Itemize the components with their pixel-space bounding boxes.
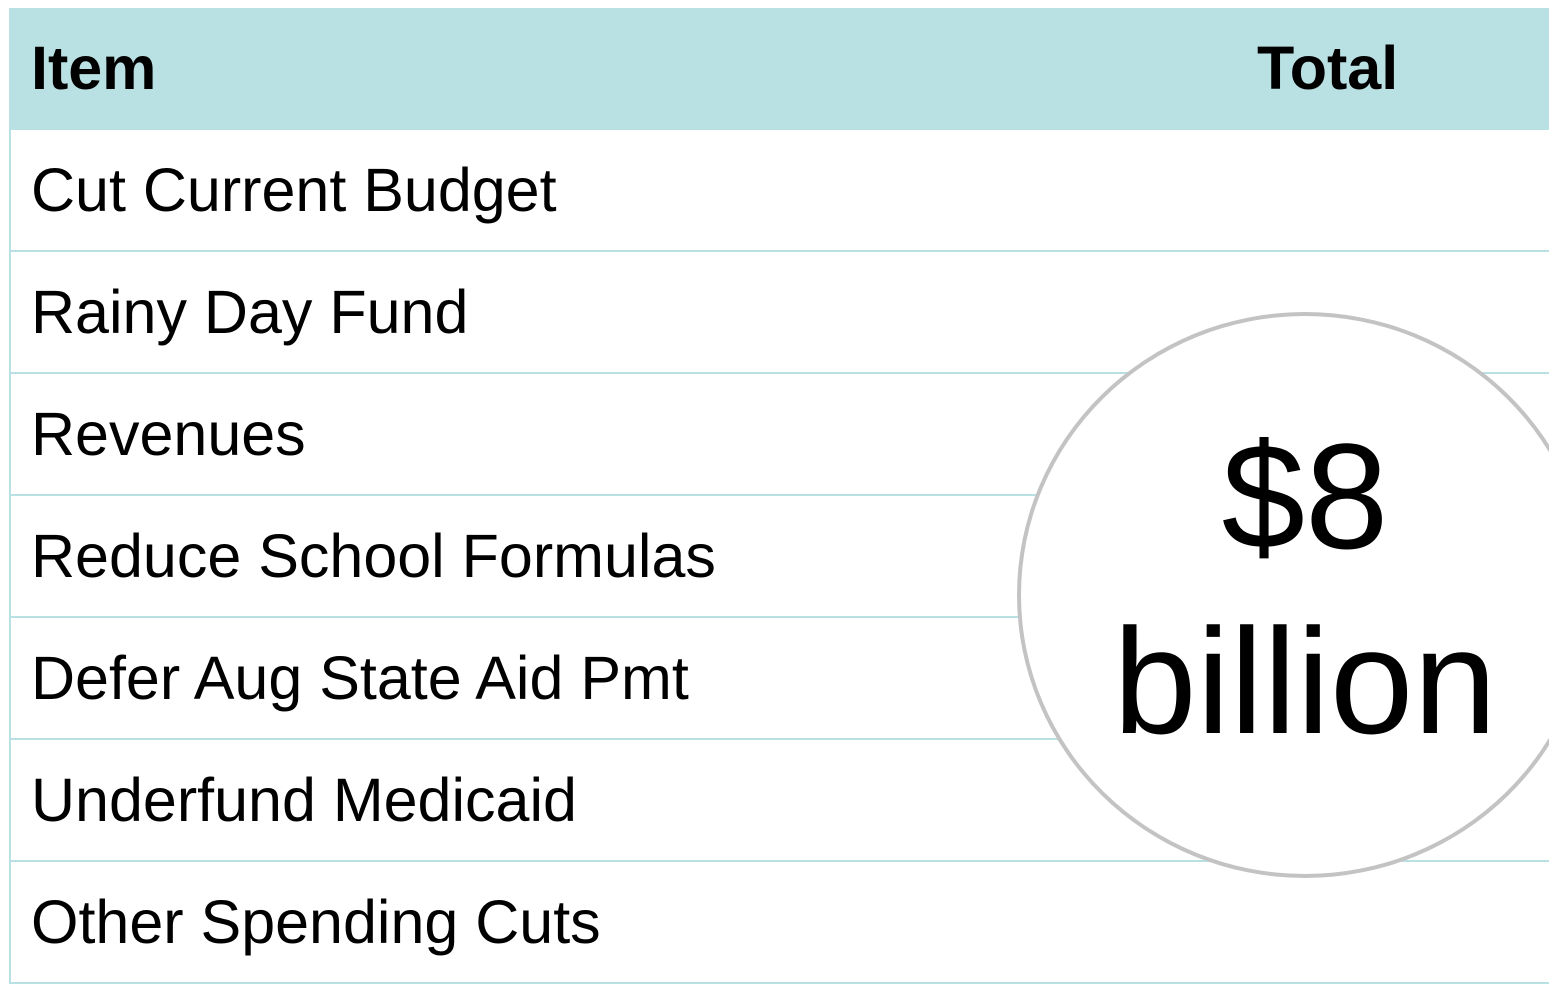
callout-text: billion <box>1113 597 1497 765</box>
table-row: Rainy Day Fund <box>11 252 1549 374</box>
item-cell: Underfund Medicaid <box>31 766 577 834</box>
header-cell: Total <box>1257 34 1399 102</box>
item-cell: Reduce School Formulas <box>31 522 716 590</box>
item-cell: Other Spending Cuts <box>31 888 601 956</box>
item-cell: Rainy Day Fund <box>31 278 469 346</box>
table-row: Reduce School Formulas <box>11 496 1549 618</box>
callout-text: $8 <box>1221 412 1389 580</box>
table-row: Defer Aug State Aid Pmt <box>11 618 1549 740</box>
table: Item Total Cut Current Budget Rainy Day F… <box>9 8 1549 984</box>
callout-circle: $8 billion <box>1017 312 1549 878</box>
table-row: Other Spending Cuts <box>11 862 1549 984</box>
table-row: Underfund Medicaid <box>11 740 1549 862</box>
table-row: Cut Current Budget <box>11 130 1549 252</box>
header-cell: Item <box>31 34 157 102</box>
item-cell: Cut Current Budget <box>31 156 557 224</box>
header-row: Item Total <box>11 8 1549 130</box>
item-cell: Revenues <box>31 400 306 468</box>
item-cell: Defer Aug State Aid Pmt <box>31 644 689 712</box>
table-row: Revenues <box>11 374 1549 496</box>
